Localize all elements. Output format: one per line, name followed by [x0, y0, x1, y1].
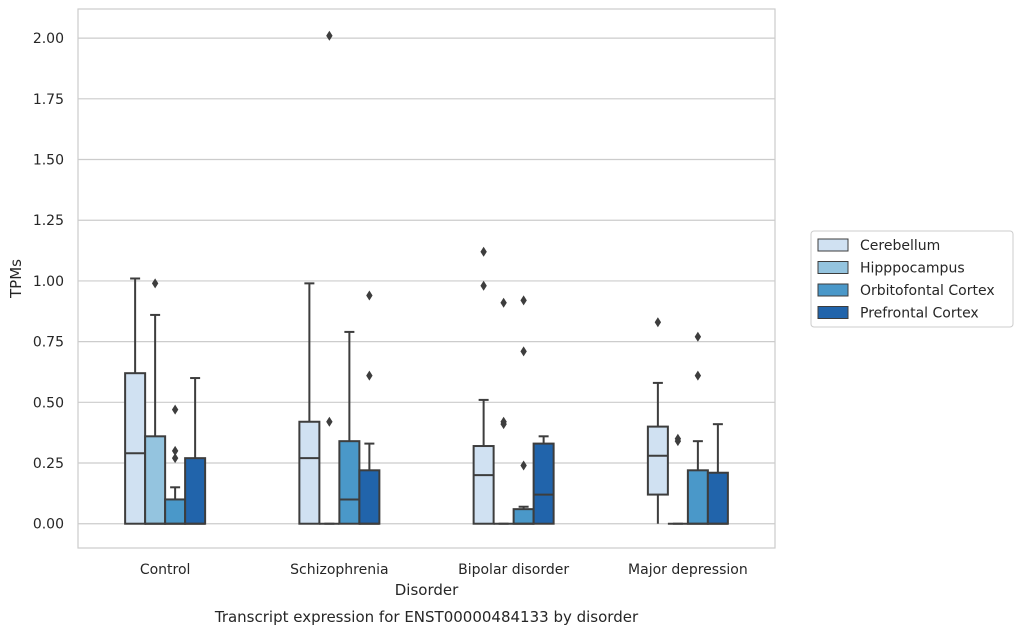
box-group: [646, 317, 669, 524]
outlier-point: [171, 445, 179, 456]
box: [512, 508, 535, 525]
outlier-point: [171, 404, 179, 415]
box: [358, 469, 381, 525]
box: [646, 425, 669, 496]
y-tick-label: 2.00: [33, 31, 64, 47]
box-group: [493, 297, 514, 525]
x-tick-label: Major depression: [628, 562, 748, 578]
outlier-point: [326, 416, 333, 427]
legend-label: Hipppocampus: [860, 261, 965, 277]
outlier-point: [171, 453, 179, 464]
boxes: [124, 30, 729, 525]
outlier-point: [500, 416, 507, 427]
legend-swatch: [817, 306, 849, 319]
plot-frame: [77, 8, 776, 549]
box-group: [124, 277, 147, 525]
box-group: [686, 331, 709, 525]
x-tick-label: Bipolar disorder: [458, 562, 569, 578]
box-group: [472, 246, 495, 525]
outlier-point: [520, 295, 527, 306]
y-tick-label: 0.00: [33, 517, 64, 533]
legend: Cerebellum Hipppocampus Orbitofontal Corte…: [810, 230, 1014, 328]
box-group: [338, 330, 361, 525]
y-tick-label: 1.75: [33, 92, 64, 108]
outlier-point: [480, 246, 487, 257]
box: [472, 445, 495, 525]
box-group: [184, 377, 207, 525]
x-tick-label: Control: [140, 562, 191, 578]
box: [184, 457, 207, 525]
box-group: [319, 30, 340, 525]
legend-swatch: [817, 283, 849, 297]
outlier-point: [694, 331, 702, 342]
y-tick-label: 0.75: [33, 335, 64, 351]
y-tick-label: 1.00: [33, 274, 64, 290]
box: [298, 420, 321, 525]
y-axis: 0.00 0.25 0.50 0.75 1.00 1.25 1.50 1.75 2.00: [33, 31, 64, 533]
box: [706, 471, 729, 525]
y-tick-label: 0.25: [33, 456, 64, 472]
outlier-point: [694, 370, 702, 381]
legend-label: Cerebellum: [860, 238, 940, 254]
legend-label: Orbitofontal Cortex: [860, 283, 995, 299]
x-axis-label: Disorder: [395, 581, 459, 599]
box-group: [667, 433, 688, 525]
box: [144, 435, 167, 525]
x-axis: Control Schizophrenia Bipolar disorder Majo…: [140, 562, 748, 578]
outlier-point: [326, 30, 333, 41]
box-group: [532, 435, 555, 525]
outlier-point: [366, 290, 373, 301]
box-group: [298, 282, 321, 525]
box: [164, 498, 187, 525]
outlier-point: [151, 278, 159, 289]
box-group: [164, 404, 187, 525]
box-group: [358, 290, 381, 525]
y-tick-label: 1.25: [33, 213, 64, 229]
outlier-point: [480, 280, 487, 291]
box: [124, 372, 147, 525]
legend-swatch: [817, 238, 849, 252]
x-tick-label: Schizophrenia: [290, 562, 388, 578]
box: [338, 440, 361, 525]
legend-label: Prefrontal Cortex: [860, 306, 979, 322]
grid: [78, 37, 775, 525]
outlier-point: [520, 460, 527, 471]
outlier-point: [520, 346, 527, 357]
chart-caption: Transcript expression for ENST0000048413…: [214, 608, 639, 626]
outlier-point: [500, 297, 507, 308]
box: [532, 442, 555, 525]
legend-swatch: [817, 261, 849, 274]
y-tick-label: 1.50: [33, 153, 64, 169]
y-tick-label: 0.50: [33, 395, 64, 411]
box-group: [706, 423, 729, 525]
outlier-point: [674, 433, 682, 444]
box-group: [512, 295, 535, 525]
y-axis-label: TPMs: [7, 259, 25, 299]
box: [686, 469, 709, 525]
outlier-point: [366, 370, 373, 381]
outlier-point: [654, 317, 662, 328]
box-group: [144, 278, 167, 525]
legend-frame: [810, 230, 1014, 328]
